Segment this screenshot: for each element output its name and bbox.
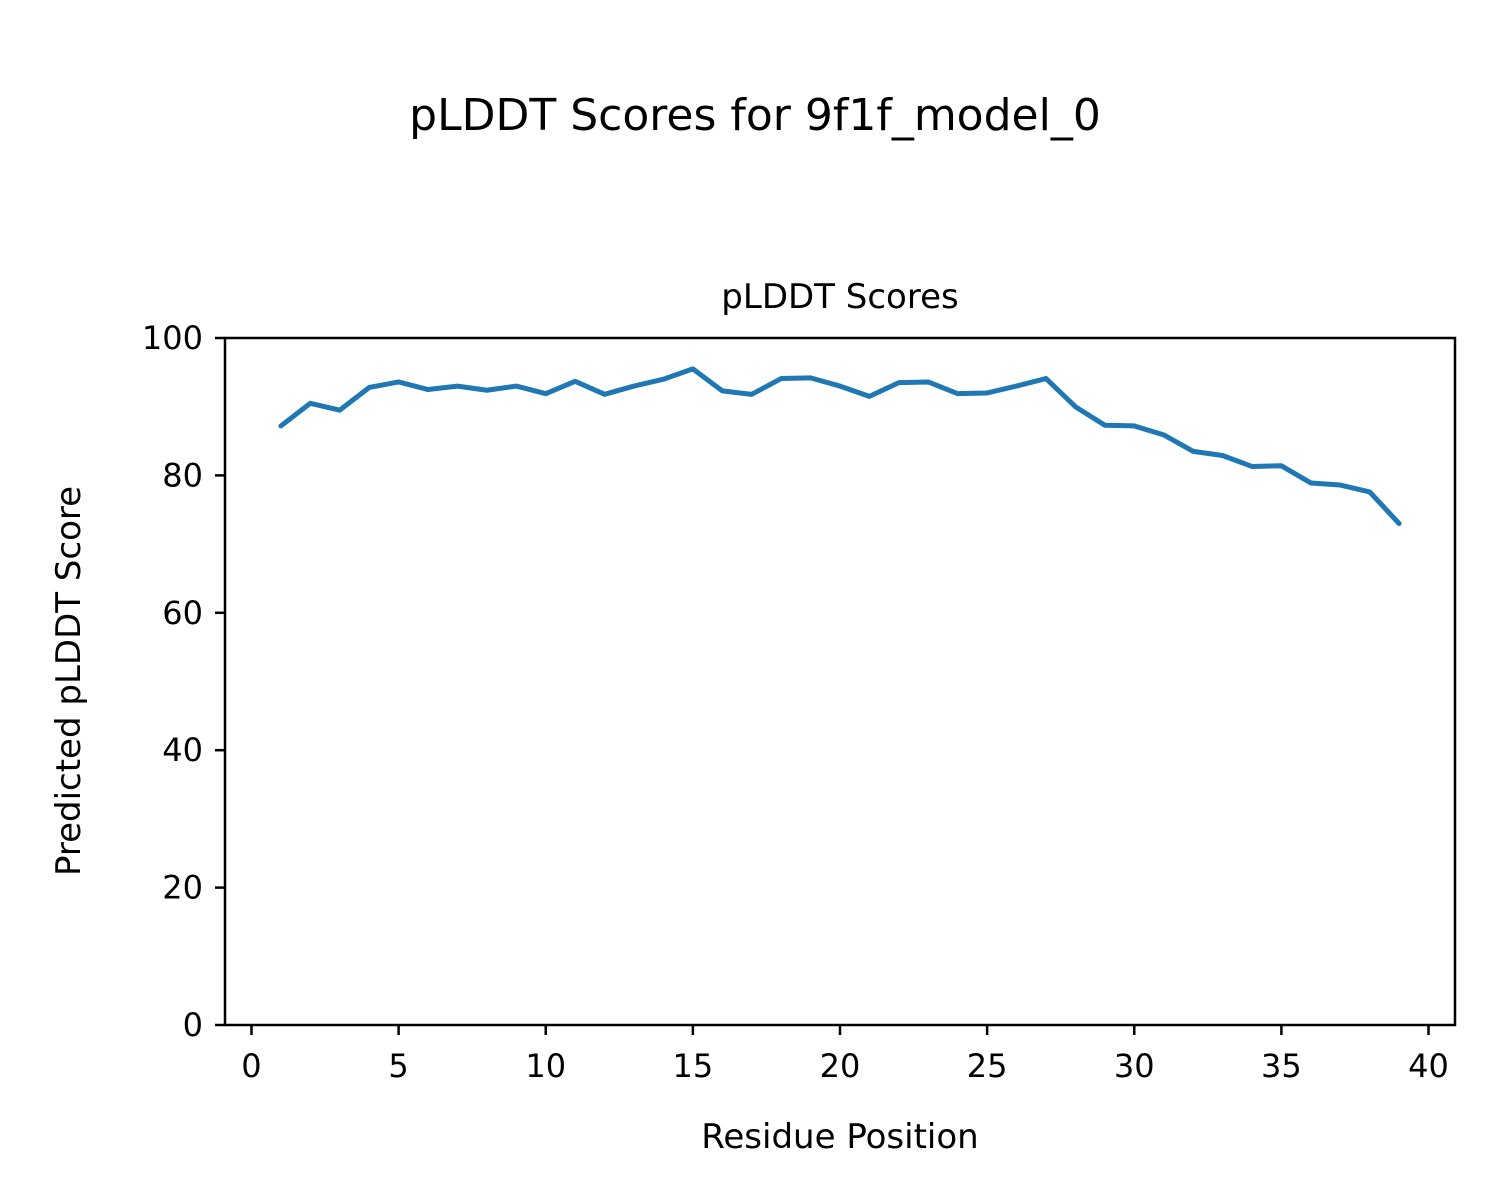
x-tick-label: 10: [525, 1047, 566, 1085]
x-tick-label: 15: [673, 1047, 714, 1085]
x-tick-label: 30: [1114, 1047, 1155, 1085]
plot-border: [223, 336, 1457, 1027]
x-tick-label: 5: [388, 1047, 408, 1085]
figure-suptitle: pLDDT Scores for 9f1f_model_0: [409, 90, 1101, 141]
plot-area: 0 5 10 15 20 25 30 35 40 0 20 40 60 80 100: [142, 319, 1457, 1085]
y-tick-label: 100: [142, 319, 203, 357]
y-tick-label: 20: [162, 869, 203, 907]
x-tick-label: 20: [820, 1047, 861, 1085]
y-tick-label: 80: [162, 456, 203, 494]
y-tick-label: 60: [162, 594, 203, 632]
y-tick-label: 40: [162, 731, 203, 769]
x-tick-label: 35: [1261, 1047, 1302, 1085]
x-tick-label: 0: [241, 1047, 261, 1085]
y-tick-label: 0: [183, 1006, 203, 1044]
x-tick-label: 40: [1408, 1047, 1449, 1085]
x-axis-label: Residue Position: [701, 1117, 978, 1157]
y-axis-label: Predicted pLDDT Score: [49, 486, 89, 876]
x-tick-label: 25: [967, 1047, 1008, 1085]
chart-title: pLDDT Scores: [721, 277, 958, 317]
plddt-line: [278, 366, 1402, 526]
